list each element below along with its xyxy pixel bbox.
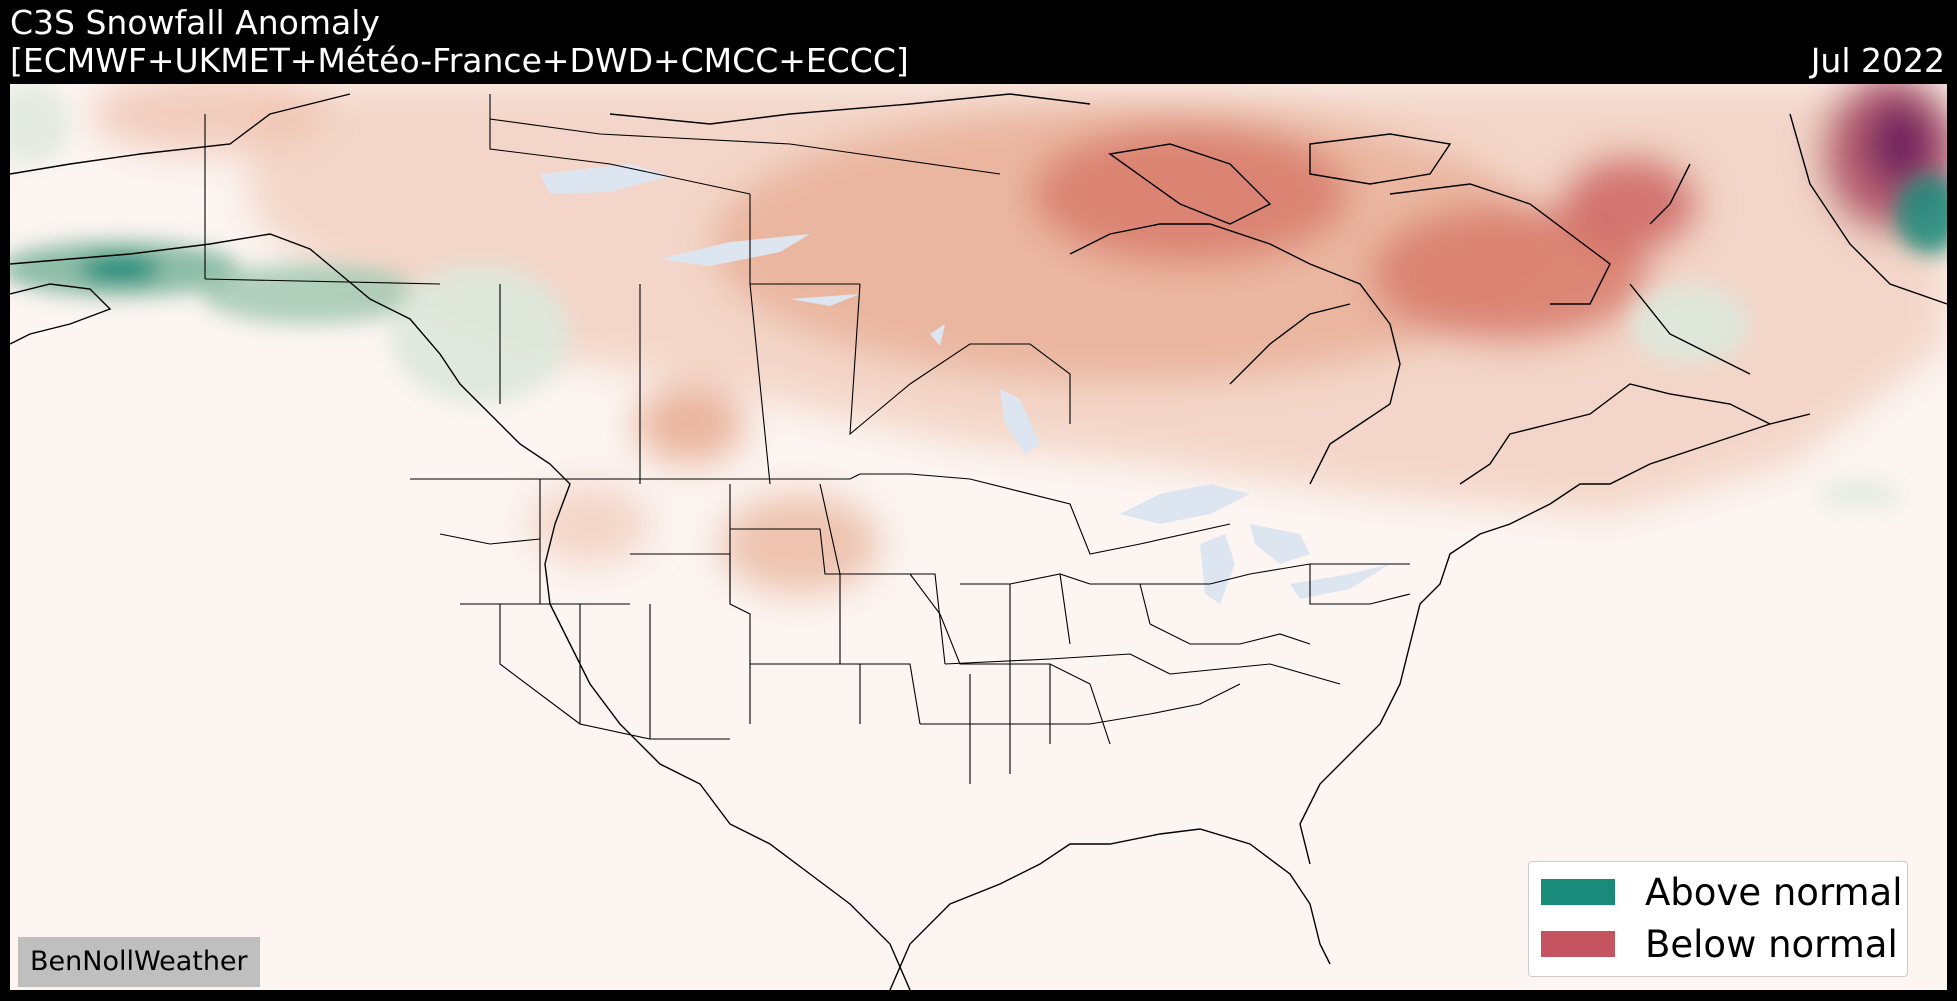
- lakes: [540, 164, 1390, 604]
- title-line-1: C3S Snowfall Anomaly: [10, 3, 380, 42]
- map-canvas: [10, 84, 1947, 990]
- anomaly-map: [10, 84, 1947, 990]
- title-line-2: [ECMWF+UKMET+Météo-France+DWD+CMCC+ECCC]: [10, 41, 909, 80]
- legend-label-above: Above normal: [1645, 870, 1903, 914]
- legend: Above normal Below normal: [1528, 861, 1908, 977]
- credit-label: BenNollWeather: [18, 937, 260, 987]
- anomaly-shading: [90, 84, 1947, 594]
- above-normal-swatch: [1541, 879, 1615, 905]
- legend-label-below: Below normal: [1645, 922, 1898, 966]
- legend-item-below: Below normal: [1541, 922, 1898, 966]
- coastlines: [10, 93, 1947, 990]
- legend-item-above: Above normal: [1541, 870, 1903, 914]
- valid-month: Jul 2022: [1810, 41, 1945, 80]
- boundaries: [204, 94, 1411, 784]
- map-title: C3S Snowfall Anomaly [ECMWF+UKMET+Météo-…: [10, 4, 909, 80]
- below-normal-swatch: [1541, 931, 1615, 957]
- above-normal-shading: [10, 84, 1947, 509]
